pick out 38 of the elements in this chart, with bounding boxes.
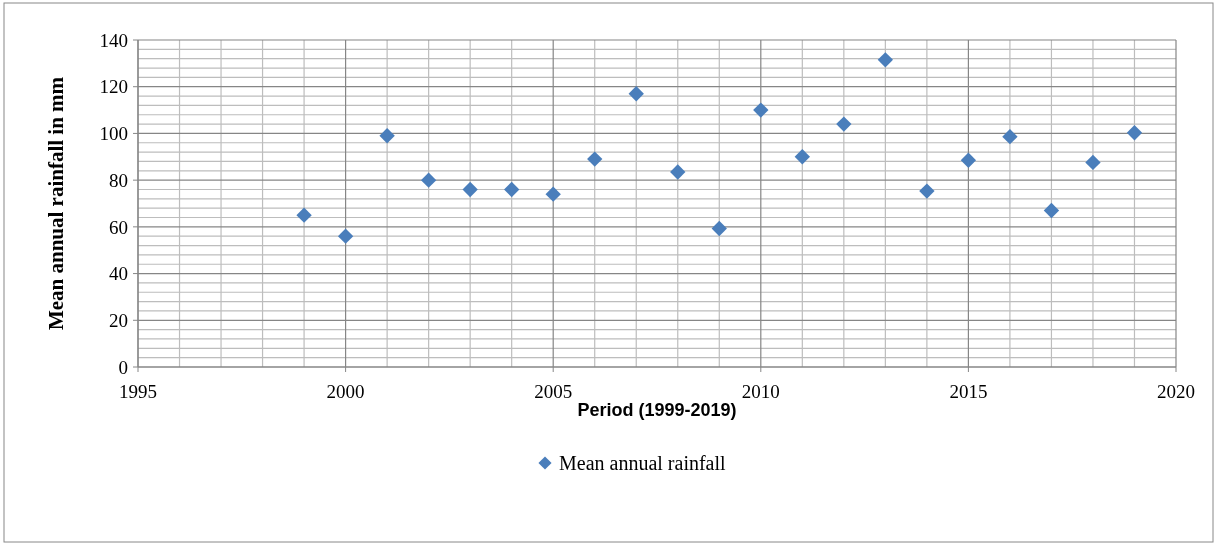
y-tick-label: 0 [118, 356, 128, 378]
point [1043, 202, 1060, 219]
y-tick-label: 100 [99, 123, 128, 145]
x-tick-label: 2005 [534, 381, 573, 402]
point [919, 183, 935, 199]
point [420, 172, 437, 188]
x-tick-label: 2000 [326, 381, 365, 402]
point [379, 128, 395, 144]
y-tick-label: 20 [109, 309, 128, 331]
point [836, 116, 852, 132]
x-axis-title: Period (1999-2019) [577, 400, 737, 420]
point [960, 152, 977, 168]
point [753, 102, 769, 118]
legend-label: Mean annual rainfall [559, 452, 727, 474]
y-tick-label: 120 [99, 76, 128, 98]
x-tick-label: 2020 [1157, 381, 1195, 402]
point [545, 186, 561, 202]
point [670, 164, 686, 180]
y-tick-label: 140 [99, 29, 128, 51]
x-tick-label: 2015 [949, 381, 988, 402]
point [587, 151, 603, 167]
point [1002, 129, 1018, 145]
point [504, 181, 520, 198]
point [794, 149, 810, 165]
point [296, 207, 312, 223]
point [1085, 154, 1101, 171]
y-tick-label: 80 [109, 169, 128, 191]
x-tick-label: 2010 [741, 381, 780, 402]
point [337, 228, 354, 244]
y-tick-label: 40 [109, 263, 128, 285]
x-tick-label: 1995 [119, 381, 157, 402]
point [711, 220, 727, 237]
y-tick-label: 60 [109, 216, 128, 238]
y-axis-title: Mean annual rainfall in mm [44, 76, 68, 331]
point [1126, 125, 1143, 141]
point [877, 52, 894, 68]
point [628, 86, 644, 102]
point [462, 181, 478, 198]
